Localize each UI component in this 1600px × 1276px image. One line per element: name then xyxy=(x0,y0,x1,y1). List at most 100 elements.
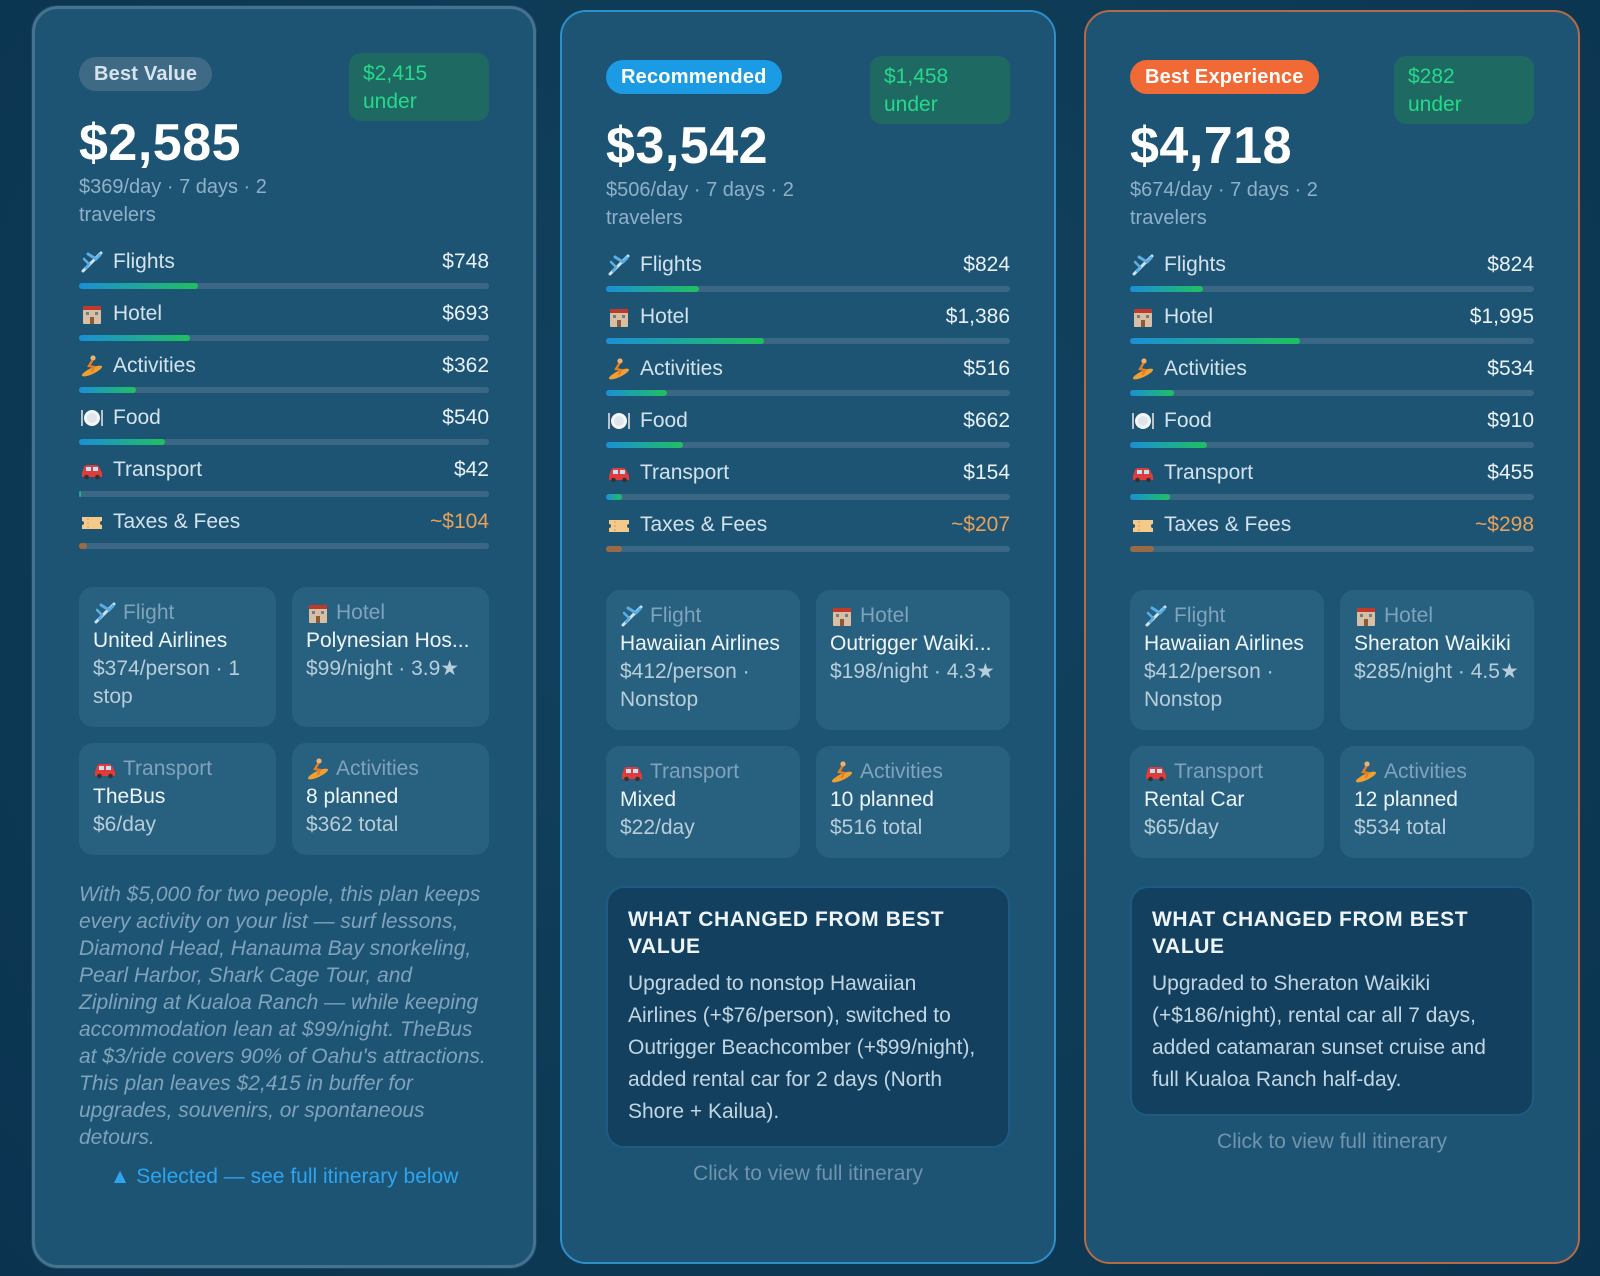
breakdown-label: Flights xyxy=(1130,250,1226,280)
breakdown-fill xyxy=(79,387,137,393)
breakdown-track xyxy=(1130,546,1534,552)
breakdown-label-text: Transport xyxy=(640,461,730,484)
breakdown-track xyxy=(79,335,489,341)
breakdown-fill xyxy=(606,286,699,292)
tile-kind: Hotel xyxy=(306,599,475,627)
tile-transport[interactable]: Transport Rental Car $65/day xyxy=(1130,746,1324,858)
tile-flight[interactable]: Flight Hawaiian Airlines $412/person · Non… xyxy=(1130,590,1324,730)
breakdown-fill xyxy=(606,546,623,552)
surfing-icon xyxy=(830,760,854,784)
tile-flight[interactable]: Flight Hawaiian Airlines $412/person · Non… xyxy=(606,590,800,730)
breakdown-fill xyxy=(79,439,166,445)
tile-kind-text: Transport xyxy=(123,757,213,780)
tile-transport[interactable]: Transport TheBus $6/day xyxy=(79,743,276,855)
tile-kind-text: Transport xyxy=(650,760,740,783)
plan-price: $4,718 xyxy=(1130,117,1293,175)
tile-activities[interactable]: Activities 10 planned $516 total xyxy=(816,746,1010,858)
under-amount: $2,415 xyxy=(363,62,428,85)
under-budget-badge: $2,415 under xyxy=(349,53,489,121)
surfing-icon xyxy=(1354,760,1378,784)
breakdown-label-text: Taxes & Fees xyxy=(1164,513,1292,536)
breakdown-label: Food xyxy=(606,406,688,436)
tile-detail: $534 total xyxy=(1354,816,1447,839)
tile-transport[interactable]: Transport Mixed $22/day xyxy=(606,746,800,858)
tile-kind: Flight xyxy=(93,599,262,627)
tile-kind-text: Hotel xyxy=(860,604,910,627)
tile-detail: $65/day xyxy=(1144,816,1219,839)
breakdown-amount: $516 xyxy=(963,357,1010,380)
tile-detail: $362 total xyxy=(306,813,399,836)
car-icon xyxy=(606,461,632,485)
breakdown-fill xyxy=(79,283,198,289)
breakdown-amount: $534 xyxy=(1487,357,1534,380)
breakdown-fill xyxy=(1130,546,1155,552)
plan-card-recommended[interactable]: Recommended $1,458 under $3,542 $506/day… xyxy=(560,10,1056,1264)
tile-name: Sheraton Waikiki xyxy=(1354,632,1511,655)
tile-kind: Transport xyxy=(93,755,262,783)
hotel-icon xyxy=(606,305,632,329)
breakdown-row-hotel: Hotel $1,995 xyxy=(1130,302,1534,354)
breakdown-row-taxes-fees: Taxes & Fees ~$104 xyxy=(79,507,489,559)
breakdown-row-transport: Transport $455 xyxy=(1130,458,1534,510)
breakdown-label: Activities xyxy=(606,354,723,384)
tile-kind: Hotel xyxy=(830,602,996,630)
tile-flight[interactable]: Flight United Airlines $374/person · 1 sto… xyxy=(79,587,276,727)
car-icon xyxy=(79,458,105,482)
tile-kind-text: Transport xyxy=(1174,760,1264,783)
airplane-icon xyxy=(1130,253,1156,277)
hotel-icon xyxy=(1130,305,1156,329)
plate-icon xyxy=(1130,409,1156,433)
tile-detail: $516 total xyxy=(830,816,923,839)
tile-kind-text: Activities xyxy=(336,757,419,780)
tile-hotel[interactable]: Hotel Outrigger Waiki... $198/night · 4.3★ xyxy=(816,590,1010,730)
tile-detail: $99/night · 3.9★ xyxy=(306,657,460,680)
hotel-icon xyxy=(1354,604,1378,628)
plan-card-best-value[interactable]: Best Value $2,415 under $2,585 $369/day … xyxy=(32,6,536,1268)
breakdown-amount: $1,386 xyxy=(945,305,1010,328)
airplane-icon xyxy=(620,604,644,628)
tile-name: Polynesian Hos... xyxy=(306,629,470,652)
what-changed-box: WHAT CHANGED FROM BEST VALUE Upgraded to… xyxy=(1130,886,1534,1116)
plan-tiles: Flight Hawaiian Airlines $412/person · Non… xyxy=(606,590,1010,858)
tile-activities[interactable]: Activities 12 planned $534 total xyxy=(1340,746,1534,858)
breakdown-label: Transport xyxy=(1130,458,1253,488)
breakdown-label-text: Transport xyxy=(113,458,203,481)
breakdown-label: Hotel xyxy=(79,299,162,329)
car-icon xyxy=(93,757,117,781)
plan-card-best-experience[interactable]: Best Experience $282 under $4,718 $674/d… xyxy=(1084,10,1580,1264)
breakdown-track xyxy=(79,283,489,289)
tile-kind-text: Flight xyxy=(650,604,702,627)
breakdown-row-taxes-fees: Taxes & Fees ~$207 xyxy=(606,510,1010,562)
breakdown-label: Hotel xyxy=(1130,302,1213,332)
tile-kind-text: Activities xyxy=(860,760,943,783)
selected-indicator[interactable]: ▲ Selected — see full itinerary below xyxy=(109,1165,459,1188)
tile-hotel[interactable]: Hotel Polynesian Hos... $99/night · 3.9★ xyxy=(292,587,489,727)
tile-activities[interactable]: Activities 8 planned $362 total xyxy=(292,743,489,855)
breakdown-row-transport: Transport $154 xyxy=(606,458,1010,510)
surfing-icon xyxy=(1130,357,1156,381)
tile-kind: Activities xyxy=(830,758,996,786)
cost-breakdown: Flights $824 Hotel $1,386 Activities $516 Food… xyxy=(606,250,1010,562)
breakdown-fill xyxy=(606,442,683,448)
breakdown-label: Flights xyxy=(606,250,702,280)
hotel-icon xyxy=(830,604,854,628)
breakdown-track xyxy=(1130,390,1534,396)
tile-kind-text: Flight xyxy=(123,601,175,624)
breakdown-row-activities: Activities $534 xyxy=(1130,354,1534,406)
breakdown-row-taxes-fees: Taxes & Fees ~$298 xyxy=(1130,510,1534,562)
plan-subtitle: $506/day · 7 days · 2 travelers xyxy=(606,179,794,229)
breakdown-track xyxy=(79,543,489,549)
under-amount: $282 xyxy=(1408,65,1455,88)
ticket-icon xyxy=(79,510,105,534)
plan-subtitle: $674/day · 7 days · 2 travelers xyxy=(1130,179,1318,229)
breakdown-label: Taxes & Fees xyxy=(1130,510,1291,540)
breakdown-track xyxy=(79,439,489,445)
plan-tiles: Flight United Airlines $374/person · 1 sto… xyxy=(79,587,489,855)
tile-detail: $412/person · Nonstop xyxy=(620,660,750,711)
what-changed-text: Upgraded to Sheraton Waikiki (+$186/nigh… xyxy=(1152,972,1486,1091)
under-budget-badge: $282 under xyxy=(1394,56,1534,124)
breakdown-row-activities: Activities $362 xyxy=(79,351,489,403)
view-itinerary-link[interactable]: Click to view full itinerary xyxy=(1217,1130,1447,1153)
view-itinerary-link[interactable]: Click to view full itinerary xyxy=(693,1162,923,1185)
tile-hotel[interactable]: Hotel Sheraton Waikiki $285/night · 4.5★ xyxy=(1340,590,1534,730)
